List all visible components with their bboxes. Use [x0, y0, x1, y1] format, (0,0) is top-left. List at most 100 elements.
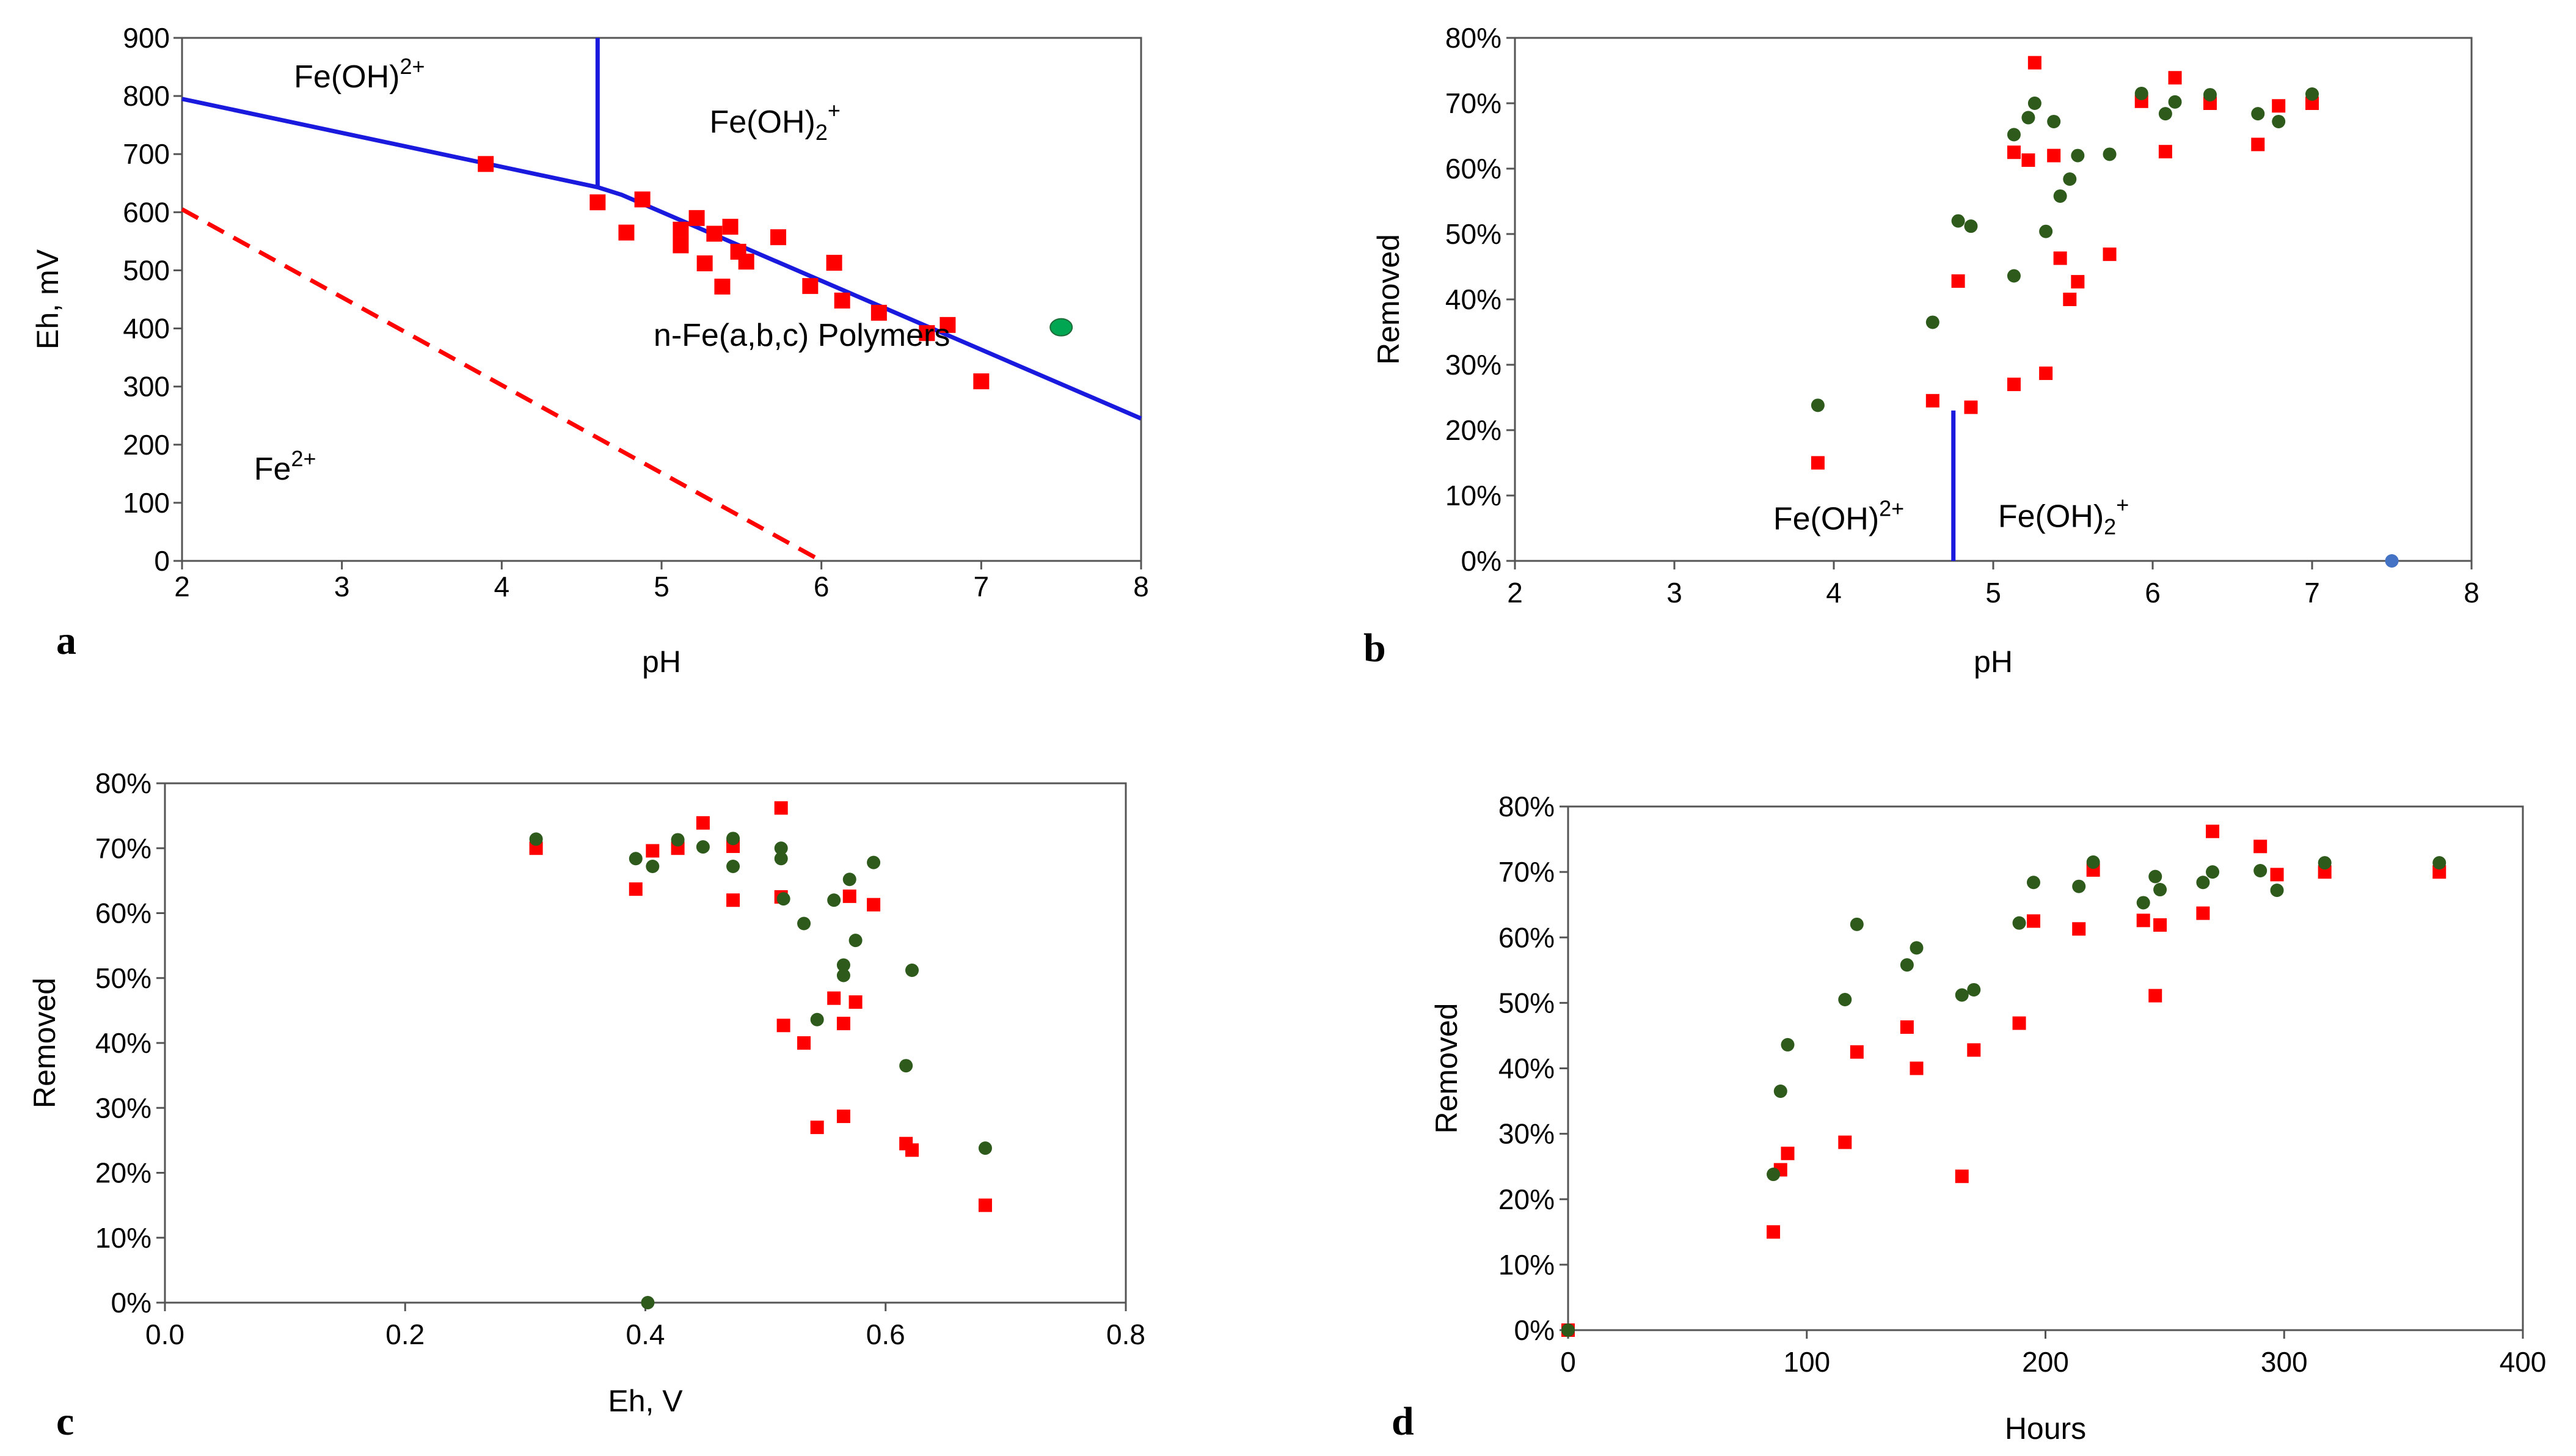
data-point-square — [2007, 145, 2021, 159]
data-point-square — [827, 991, 841, 1005]
y-tick-label: 50% — [1445, 218, 1501, 250]
data-point-circle — [2432, 856, 2446, 870]
data-point-square — [2158, 145, 2172, 159]
data-point-square — [1850, 1045, 1864, 1059]
data-point-circle — [2039, 224, 2053, 238]
data-point-square — [1910, 1061, 1924, 1075]
data-point-square — [2168, 71, 2182, 85]
panel-letter-d: d — [1392, 1399, 1414, 1444]
data-point-square — [646, 844, 660, 858]
data-point-circle — [774, 841, 788, 855]
chart-b: 0% 10% 20% 30% 40% 50% 60% 70% 80% 2 3 4 5 6 7 8 pH Remov… — [1371, 22, 2479, 679]
data-point-square — [836, 1017, 850, 1031]
data-point-square — [2039, 366, 2053, 380]
data-point-square — [2272, 99, 2286, 113]
y-tick-label: 800 — [123, 80, 170, 112]
data-point-square — [802, 278, 819, 294]
panel-letter-a: a — [56, 618, 76, 663]
data-point-square — [634, 191, 651, 208]
data-point-circle — [2027, 97, 2041, 110]
data-point-square — [673, 237, 689, 254]
data-point-square — [834, 292, 850, 309]
y-tick-label: 60% — [1498, 921, 1555, 953]
data-point-square — [940, 316, 956, 333]
data-point-circle — [671, 833, 685, 847]
data-point-circle — [1850, 917, 1864, 931]
y-tick-label: 900 — [123, 22, 170, 54]
data-point-square — [722, 219, 739, 235]
y-tick-label: 60% — [1445, 153, 1501, 185]
y-tick-label: 0% — [1514, 1314, 1555, 1346]
x-tick-label: 0.8 — [1106, 1319, 1145, 1350]
data-point-square — [706, 225, 723, 242]
x-tick-label: 6 — [2145, 577, 2161, 609]
x-tick-label: 7 — [2304, 577, 2320, 609]
data-point-circle — [867, 855, 881, 869]
data-point-square — [842, 889, 856, 903]
x-tick-label: 400 — [2500, 1346, 2547, 1378]
data-point-square — [867, 898, 881, 912]
data-point-square — [2072, 922, 2086, 936]
data-point-square — [826, 255, 842, 271]
data-point-circle — [2012, 916, 2026, 930]
data-point-square — [1925, 393, 1939, 408]
data-point-square — [696, 255, 713, 272]
x-tick-label: 0.0 — [145, 1319, 184, 1350]
y-tick-label: 100 — [123, 487, 170, 519]
panel-letter-c: c — [56, 1399, 74, 1444]
region-label-base: Fe(OH) — [710, 104, 815, 140]
y-tick-label: 30% — [95, 1092, 151, 1124]
data-point-circle — [1561, 1323, 1575, 1337]
region-label-base: n-Fe(a,b,c) Polymers — [654, 318, 950, 353]
x-tick-label: 8 — [1133, 571, 1149, 602]
data-point-circle — [2196, 876, 2210, 890]
data-point-circle — [797, 916, 811, 931]
region-label: Fe2+ — [254, 446, 316, 487]
data-point-circle — [810, 1012, 824, 1026]
data-point-circle — [776, 892, 790, 906]
x-tick-label: 5 — [654, 571, 670, 602]
data-point-circle — [2203, 88, 2217, 102]
y-tick-label: 10% — [1445, 480, 1501, 511]
data-point-square — [2053, 251, 2067, 265]
y-tick-label: 20% — [95, 1157, 151, 1189]
data-point-square — [836, 1110, 850, 1124]
region-label: Fe(OH)2+ — [710, 98, 841, 145]
data-point-square — [1838, 1135, 1852, 1149]
data-point-square — [797, 1036, 811, 1050]
x-tick-label: 3 — [334, 571, 350, 602]
data-point-square — [810, 1121, 824, 1135]
y-tick-label: 70% — [95, 832, 151, 864]
y-tick-label: 80% — [1445, 22, 1501, 54]
data-point-square — [2148, 989, 2162, 1003]
data-point-circle — [1811, 398, 1825, 412]
data-point-square — [2012, 1016, 2026, 1030]
y-tick-label: 0 — [154, 545, 170, 577]
data-point-circle — [2053, 189, 2067, 203]
y-axis-label: Removed — [27, 978, 62, 1108]
data-point-circle — [1951, 214, 1965, 228]
data-point-square — [1967, 1043, 1981, 1057]
data-point-circle — [646, 860, 660, 873]
data-point-circle — [1967, 982, 1981, 997]
data-point-circle — [2148, 869, 2162, 883]
data-point-circle — [2385, 554, 2399, 568]
y-tick-label: 700 — [123, 138, 170, 170]
region-label-subscript: 2 — [2104, 514, 2116, 539]
data-point-square — [978, 1198, 992, 1212]
data-point-circle — [905, 964, 919, 977]
data-point-square — [1767, 1225, 1781, 1239]
x-tick-label: 4 — [1826, 577, 1842, 609]
x-tick-label: 0.4 — [626, 1319, 665, 1350]
data-point-circle — [1838, 993, 1852, 1007]
x-axis-label: pH — [642, 645, 681, 679]
y-tick-label: 0% — [1461, 545, 1501, 577]
data-point-circle — [2206, 865, 2220, 879]
region-label: Fe(OH)2+ — [1998, 492, 2129, 539]
data-point-square — [2063, 293, 2077, 306]
boundary-line — [181, 207, 823, 563]
data-point-square — [2071, 275, 2085, 289]
x-tick-label: 2 — [174, 571, 190, 602]
y-tick-label: 70% — [1445, 87, 1501, 119]
y-tick-label: 30% — [1445, 349, 1501, 381]
